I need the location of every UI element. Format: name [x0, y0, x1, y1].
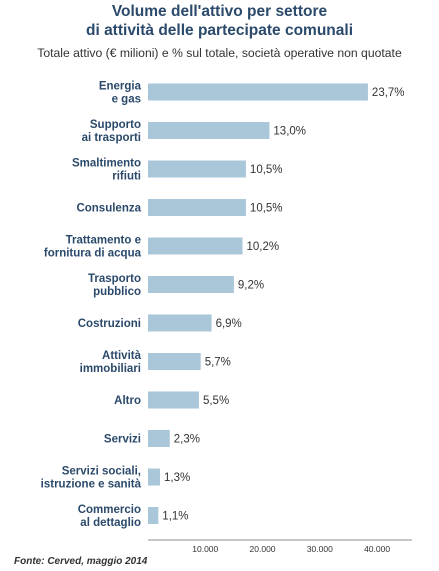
category-label: Energia e gas: [99, 81, 142, 106]
category-label-line: Costruzioni: [78, 318, 141, 330]
bar: [148, 160, 246, 178]
data-label: 5,7%: [205, 357, 231, 369]
data-label: 10,5%: [250, 164, 283, 176]
category-label-line: Altro: [114, 395, 141, 407]
category-label-line: Supporto: [90, 119, 141, 131]
category-label-line: Trasporto: [88, 273, 141, 285]
chart-title-line-1: Volume dell'attivo per settore: [111, 3, 328, 20]
category-label: Servizi sociali, istruzione e sanità: [41, 466, 142, 491]
category-label-line: ai trasporti: [82, 132, 141, 144]
data-label: 10,5%: [250, 203, 283, 215]
category-label: Commercio al dettaglio: [78, 504, 141, 529]
x-tick-label: 30.000: [307, 544, 333, 554]
category-label-line: Trattamento e: [66, 235, 141, 247]
category-label: Attività immobiliari: [80, 350, 142, 375]
data-label: 23,7%: [372, 87, 405, 99]
category-label: Altro: [114, 395, 141, 407]
category-label-line: al dettaglio: [80, 517, 141, 529]
category-label: Servizi: [104, 434, 141, 446]
data-label: 13,0%: [273, 126, 306, 138]
category-label-line: fornitura di acqua: [44, 248, 142, 260]
data-label: 9,2%: [238, 280, 264, 292]
data-label: 2,3%: [174, 434, 200, 446]
data-label: 6,9%: [216, 318, 242, 330]
chart-title-line-2: di attività delle partecipate comunali: [85, 22, 354, 39]
bar: [148, 314, 212, 332]
category-label-line: Consulenza: [76, 203, 141, 215]
category-label-line: rifiuti: [112, 171, 141, 183]
data-label: 10,2%: [247, 241, 280, 253]
category-label-line: pubblico: [93, 286, 141, 298]
category-label-line: Attività: [102, 350, 142, 362]
data-label: 1,1%: [162, 511, 188, 523]
category-label: Consulenza: [76, 203, 141, 215]
bar: [148, 391, 199, 409]
x-tick-label: 20.000: [250, 544, 276, 554]
bar: [148, 83, 368, 101]
category-label: Trasporto pubblico: [88, 273, 141, 298]
bar: [148, 122, 270, 139]
category-label: Supporto ai trasporti: [82, 119, 141, 144]
category-label-line: istruzione e sanità: [41, 479, 142, 491]
bar: [148, 507, 159, 524]
category-label-line: Commercio: [78, 504, 141, 516]
category-label: Trattamento e fornitura di acqua: [44, 235, 142, 260]
category-label-line: Energia: [99, 81, 142, 93]
category-label: Costruzioni: [78, 318, 141, 330]
bar: [148, 276, 234, 293]
bar: [148, 199, 246, 216]
bar: [148, 353, 201, 370]
data-label: 5,5%: [203, 395, 229, 407]
category-label-line: Smaltimento: [72, 158, 141, 170]
category-label-line: immobiliari: [80, 363, 141, 375]
x-tick-label: 10.000: [192, 544, 218, 554]
bar: [148, 430, 170, 447]
bar: [148, 237, 243, 255]
source-note: Fonte: Cerved, maggio 2014: [14, 556, 148, 567]
bar: [148, 468, 161, 486]
chart-subtitle: Totale attivo (€ milioni) e % sul totale…: [37, 46, 402, 60]
category-label: Smaltimento rifiuti: [72, 158, 141, 183]
category-label-line: e gas: [112, 94, 141, 106]
x-tick-label: 40.000: [364, 544, 390, 554]
category-label-line: Servizi: [104, 434, 141, 446]
data-label: 1,3%: [164, 472, 190, 484]
category-label-line: Servizi sociali,: [62, 466, 141, 478]
